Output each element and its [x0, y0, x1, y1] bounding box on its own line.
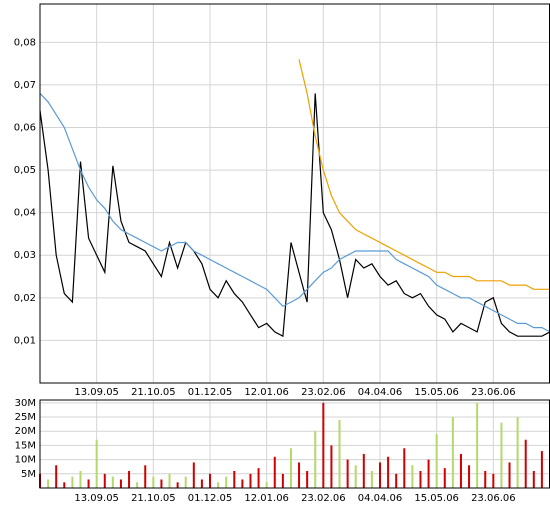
volume-bar — [257, 468, 260, 488]
y-tick-label: 0,04 — [14, 208, 36, 219]
x-tick-label: 23.06.06 — [471, 387, 516, 398]
volume-bar — [298, 462, 301, 488]
volume-bar — [370, 470, 373, 488]
x-tick-label: 13.09.05 — [74, 387, 119, 398]
y-tick-label: 10M — [15, 455, 36, 466]
volume-bar — [79, 470, 82, 488]
volume-bar — [411, 465, 414, 488]
x-tick-label: 13.09.05 — [74, 493, 119, 504]
y-tick-label: 0,05 — [14, 165, 36, 176]
volume-bar — [209, 473, 211, 488]
price-line — [298, 59, 550, 290]
volume-bar — [184, 476, 187, 488]
volume-bar — [176, 482, 179, 488]
volume-bar — [443, 468, 446, 488]
y-tick-label: 15M — [15, 440, 36, 451]
y-tick-label: 20M — [15, 426, 36, 437]
volume-bar — [500, 422, 503, 488]
volume-bar — [136, 482, 139, 488]
x-tick-label: 04.04.06 — [358, 387, 403, 398]
volume-bar — [63, 482, 66, 488]
y-tick-label: 0,03 — [14, 250, 36, 261]
volume-bar — [128, 470, 131, 488]
volume-bar — [200, 479, 203, 488]
x-tick-label: 23.02.06 — [301, 387, 346, 398]
volume-bar — [265, 482, 268, 488]
volume-bar — [55, 465, 58, 488]
volume-bar — [459, 453, 462, 488]
volume-bar — [524, 439, 527, 488]
y-tick-label: 0,08 — [14, 37, 36, 48]
volume-bar — [217, 482, 220, 488]
x-tick-label: 21.10.05 — [131, 387, 176, 398]
x-tick-label: 15.05.06 — [414, 387, 459, 398]
y-tick-label: 0,07 — [14, 80, 36, 91]
x-tick-label: 01.12.05 — [188, 387, 233, 398]
volume-bar — [427, 459, 430, 488]
volume-bar — [484, 470, 487, 488]
volume-bar — [540, 451, 543, 488]
price-line — [39, 92, 550, 333]
volume-bar — [435, 434, 438, 488]
y-tick-label: 25M — [15, 412, 36, 423]
volume-bar — [273, 456, 276, 488]
volume-bar — [508, 462, 511, 488]
y-tick-label: 5M — [21, 469, 36, 480]
volume-bar — [476, 402, 479, 488]
volume-bar — [71, 476, 74, 488]
volume-bar — [111, 476, 114, 488]
volume-bar — [289, 448, 292, 488]
x-tick-label: 21.10.05 — [131, 493, 176, 504]
volume-bar — [516, 417, 519, 488]
volume-bar — [314, 431, 317, 488]
plot-frame — [39, 399, 550, 489]
volume-bar — [451, 417, 454, 488]
x-tick-label: 23.02.06 — [301, 493, 346, 504]
volume-bar — [95, 439, 98, 488]
volume-bar — [103, 473, 106, 488]
volume-bar — [403, 448, 406, 488]
volume-bar — [395, 473, 398, 488]
volume-bar — [144, 465, 147, 488]
x-tick-label: 12.01.06 — [244, 493, 289, 504]
volume-bar — [47, 479, 50, 488]
y-tick-label: 30M — [15, 398, 36, 409]
x-tick-label: 04.04.06 — [358, 493, 403, 504]
volume-bar — [330, 445, 333, 488]
volume-bar — [346, 459, 349, 488]
volume-bar — [387, 456, 390, 488]
volume-bar — [468, 465, 471, 488]
volume-bar — [241, 479, 244, 488]
volume-bar — [192, 462, 195, 488]
volume-bar — [119, 479, 122, 488]
volume-bar — [354, 465, 357, 488]
y-tick-label: 0,01 — [14, 335, 36, 346]
volume-bar — [322, 402, 325, 488]
y-tick-label: 0,02 — [14, 293, 36, 304]
volume-bar — [233, 470, 236, 488]
x-tick-label: 01.12.05 — [188, 493, 233, 504]
volume-bar — [160, 479, 163, 488]
volume-bar — [419, 470, 422, 488]
x-tick-label: 15.05.06 — [414, 493, 459, 504]
volume-bar — [249, 473, 252, 488]
volume-bar — [225, 476, 228, 488]
y-tick-label: 0,06 — [14, 122, 36, 133]
x-tick-label: 23.06.06 — [471, 493, 516, 504]
volume-bar — [281, 473, 284, 488]
volume-bar — [306, 470, 309, 488]
volume-bar — [532, 470, 535, 488]
volume-bar — [338, 419, 341, 488]
volume-bar — [379, 462, 381, 488]
volume-bar — [152, 476, 155, 488]
volume-bar — [168, 473, 171, 488]
volume-bar — [87, 479, 90, 488]
volume-bar — [362, 453, 365, 488]
x-tick-label: 12.01.06 — [244, 387, 289, 398]
volume-bar — [492, 473, 495, 488]
